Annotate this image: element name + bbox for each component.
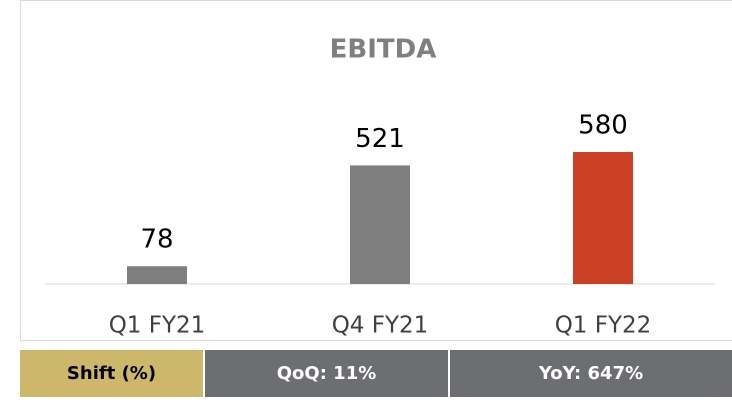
value-label: 580 <box>578 111 628 141</box>
x-tick-label: Q1 FY21 <box>109 313 206 339</box>
bar <box>350 165 410 284</box>
x-tick-label: Q4 FY21 <box>332 313 429 339</box>
footer-cell: QoQ: 11% <box>205 350 448 397</box>
bar <box>573 152 633 284</box>
footer: Shift (%) QoQ: 11% YoY: 647% <box>20 350 732 397</box>
value-label: 78 <box>140 225 173 255</box>
chart: EBITDA Q1 FY21 78 Q4 FY21 521 Q1 FY22 580 <box>20 0 732 341</box>
footer-cell: YoY: 647% <box>450 350 732 397</box>
value-label: 521 <box>355 124 405 154</box>
chart-title: EBITDA <box>330 35 437 65</box>
footer-label: Shift (%) <box>20 350 203 397</box>
x-tick-label: Q1 FY22 <box>555 313 652 339</box>
bar <box>127 266 187 284</box>
